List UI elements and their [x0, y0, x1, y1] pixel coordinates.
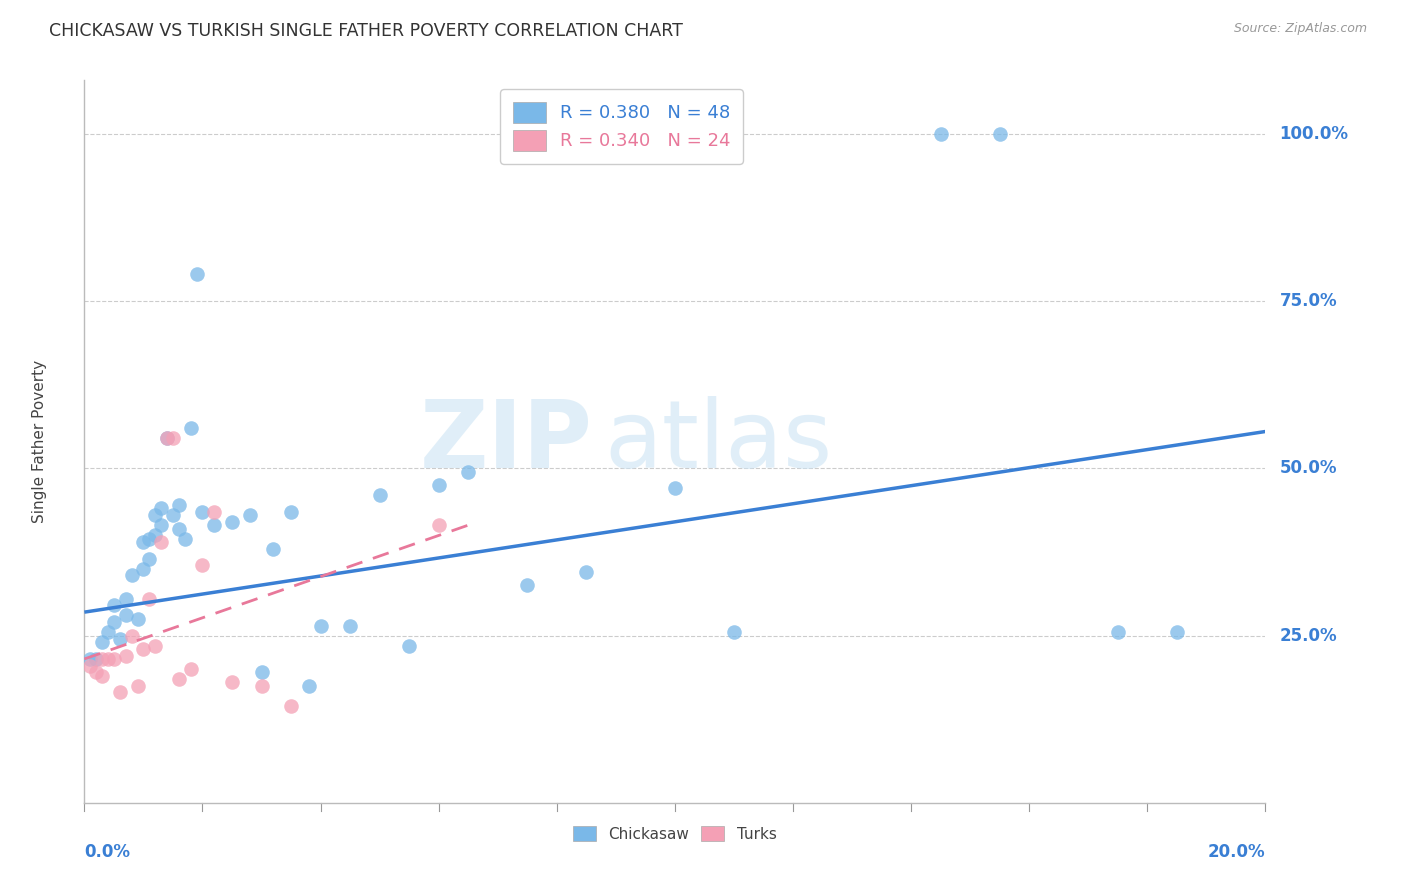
Point	[138, 551, 160, 566]
Point	[250, 665, 273, 680]
Point	[988, 127, 1011, 141]
Text: Single Father Poverty: Single Father Poverty	[32, 360, 46, 523]
Point	[167, 521, 190, 535]
Point	[84, 652, 107, 666]
Point	[127, 612, 149, 626]
Point	[79, 652, 101, 666]
Point	[280, 698, 302, 713]
Point	[250, 679, 273, 693]
Point	[723, 625, 745, 640]
Point	[186, 268, 208, 282]
Point	[156, 431, 179, 445]
Point	[368, 488, 391, 502]
Point	[221, 675, 243, 690]
Point	[114, 608, 136, 623]
Point	[156, 431, 179, 445]
Point	[575, 565, 598, 579]
Point	[202, 518, 225, 533]
Point	[127, 679, 149, 693]
Point	[114, 648, 136, 663]
Text: Source: ZipAtlas.com: Source: ZipAtlas.com	[1233, 22, 1367, 36]
Point	[221, 515, 243, 529]
Point	[180, 662, 202, 676]
Point	[167, 498, 190, 512]
Point	[427, 478, 450, 492]
Point	[929, 127, 952, 141]
Point	[138, 591, 160, 606]
Point	[132, 534, 155, 549]
Point	[1107, 625, 1129, 640]
Legend: Chickasaw, Turks: Chickasaw, Turks	[565, 818, 785, 849]
Point	[132, 642, 155, 657]
Point	[298, 679, 321, 693]
Point	[97, 625, 120, 640]
Text: 100.0%: 100.0%	[1279, 125, 1348, 143]
Point	[143, 528, 166, 542]
Point	[167, 672, 190, 686]
Text: 75.0%: 75.0%	[1279, 292, 1337, 310]
Point	[143, 508, 166, 523]
Point	[150, 534, 173, 549]
Point	[138, 532, 160, 546]
Point	[108, 685, 131, 699]
Point	[280, 505, 302, 519]
Point	[457, 465, 479, 479]
Text: atlas: atlas	[605, 395, 832, 488]
Point	[103, 615, 125, 630]
Text: 20.0%: 20.0%	[1208, 843, 1265, 861]
Text: CHICKASAW VS TURKISH SINGLE FATHER POVERTY CORRELATION CHART: CHICKASAW VS TURKISH SINGLE FATHER POVER…	[49, 22, 683, 40]
Point	[103, 599, 125, 613]
Point	[79, 658, 101, 673]
Text: 25.0%: 25.0%	[1279, 626, 1337, 645]
Point	[132, 562, 155, 576]
Point	[108, 632, 131, 646]
Text: 0.0%: 0.0%	[84, 843, 131, 861]
Point	[239, 508, 262, 523]
Point	[180, 421, 202, 435]
Point	[91, 635, 114, 649]
Point	[150, 501, 173, 516]
Point	[262, 541, 284, 556]
Point	[162, 508, 184, 523]
Point	[84, 665, 107, 680]
Point	[339, 618, 361, 632]
Point	[202, 505, 225, 519]
Point	[309, 618, 332, 632]
Point	[1166, 625, 1188, 640]
Point	[121, 628, 143, 642]
Text: 50.0%: 50.0%	[1279, 459, 1337, 477]
Point	[97, 652, 120, 666]
Point	[121, 568, 143, 582]
Point	[398, 639, 420, 653]
Point	[103, 652, 125, 666]
Point	[173, 532, 195, 546]
Text: ZIP: ZIP	[419, 395, 592, 488]
Point	[191, 505, 214, 519]
Point	[114, 591, 136, 606]
Point	[664, 482, 686, 496]
Point	[427, 518, 450, 533]
Point	[143, 639, 166, 653]
Point	[191, 558, 214, 573]
Point	[91, 669, 114, 683]
Point	[91, 652, 114, 666]
Point	[516, 578, 538, 592]
Point	[150, 518, 173, 533]
Point	[162, 431, 184, 445]
